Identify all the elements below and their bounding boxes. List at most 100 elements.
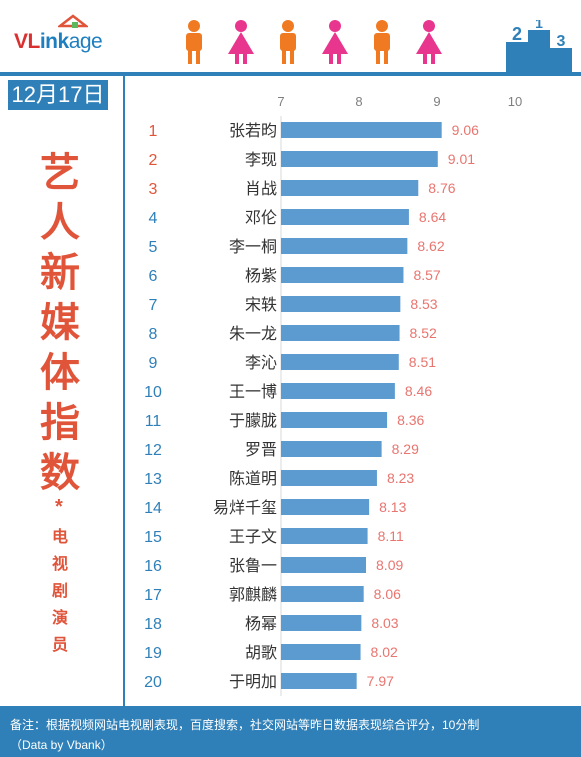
data-label: 8.11 xyxy=(378,528,404,544)
rank-label: 6 xyxy=(149,268,158,285)
category-label: 于明加 xyxy=(229,672,277,691)
x-tick-label: 9 xyxy=(433,94,440,109)
title-char: 体 xyxy=(40,351,80,395)
data-label: 9.06 xyxy=(452,122,479,138)
category-label: 易烊千玺 xyxy=(213,498,277,517)
rank-label: 16 xyxy=(144,558,162,575)
data-label: 8.23 xyxy=(387,470,414,486)
rank-label: 14 xyxy=(144,500,162,517)
person-icon xyxy=(280,20,296,64)
bar xyxy=(281,151,438,167)
rank-label: 15 xyxy=(144,529,162,546)
person-icon xyxy=(228,20,254,64)
main-title: 艺 人 新 媒 体 指 数 xyxy=(30,148,90,498)
bar xyxy=(281,267,404,283)
rank-label: 19 xyxy=(144,645,162,662)
x-tick-label: 7 xyxy=(277,94,284,109)
people-icons xyxy=(186,20,442,64)
data-label: 7.97 xyxy=(367,673,394,689)
category-label: 李沁 xyxy=(245,353,277,372)
data-label: 8.03 xyxy=(371,615,398,631)
bar xyxy=(281,557,367,573)
rank-label: 7 xyxy=(149,297,158,314)
bar xyxy=(281,354,399,370)
category-label: 胡歌 xyxy=(245,643,277,662)
category-label: 张鲁一 xyxy=(229,556,277,575)
podium-icon: 2 1 3 xyxy=(506,20,572,72)
title-char: 指 xyxy=(40,401,80,445)
vlinkage-logo: VLinkage xyxy=(14,30,103,53)
title-char: 艺 xyxy=(40,151,80,195)
category-label: 朱一龙 xyxy=(229,324,277,343)
bar xyxy=(281,209,409,225)
rank-label: 11 xyxy=(145,413,162,430)
subtitle-char: 剧 xyxy=(51,583,68,600)
bar xyxy=(281,528,368,544)
category-label: 张若昀 xyxy=(229,121,277,140)
rank-label: 20 xyxy=(144,674,162,691)
rank-label: 2 xyxy=(149,152,158,169)
rank-label: 3 xyxy=(149,181,158,198)
person-icon xyxy=(416,20,442,64)
title-char: 数 xyxy=(40,451,80,495)
rank-label: 1 xyxy=(149,123,158,140)
house-icon xyxy=(58,14,88,28)
data-label: 8.64 xyxy=(419,209,446,225)
bar xyxy=(281,470,377,486)
data-label: 8.52 xyxy=(410,325,437,341)
bar xyxy=(281,296,401,312)
category-label: 邓伦 xyxy=(245,208,277,227)
date-label: 12月17日 xyxy=(8,80,108,110)
footer: 备注：根据视频网站电视剧表现，百度搜索，社交网站等昨日数据表现综合评分，10分制… xyxy=(0,706,581,757)
header: VLinkage 2 1 3 xyxy=(0,0,581,72)
svg-text:3: 3 xyxy=(557,33,566,50)
category-label: 肖战 xyxy=(245,179,277,198)
sidebar: 12月17日 艺 人 新 媒 体 指 数 * 电 视 剧 演 员 xyxy=(0,76,125,706)
subtitle-char: 员 xyxy=(51,637,68,654)
bar xyxy=(281,499,370,515)
data-label: 9.01 xyxy=(448,151,475,167)
category-label: 杨幂 xyxy=(245,614,277,633)
data-label: 8.76 xyxy=(428,180,455,196)
bar xyxy=(281,122,442,138)
data-label: 8.46 xyxy=(405,383,432,399)
category-label: 王子文 xyxy=(229,527,277,546)
subtitle-char: 视 xyxy=(51,556,68,573)
rank-label: 12 xyxy=(144,442,162,459)
person-icon xyxy=(322,20,348,64)
title-char: 媒 xyxy=(40,301,80,345)
svg-text:1: 1 xyxy=(535,20,543,31)
bar xyxy=(281,615,362,631)
subtitle-char: 电 xyxy=(51,529,68,546)
rank-label: 9 xyxy=(149,355,158,372)
data-label: 8.02 xyxy=(371,644,398,660)
rank-label: 17 xyxy=(144,587,162,604)
bar xyxy=(281,180,419,196)
category-label: 王一博 xyxy=(229,382,277,401)
x-tick-label: 10 xyxy=(508,94,522,109)
data-label: 8.06 xyxy=(374,586,401,602)
data-label: 8.13 xyxy=(379,499,406,515)
bar xyxy=(281,412,388,428)
header-divider xyxy=(0,72,581,76)
bar xyxy=(281,383,395,399)
category-label: 陈道明 xyxy=(229,469,277,488)
bar xyxy=(281,586,364,602)
subtitle-char: 演 xyxy=(51,610,68,627)
person-icon xyxy=(374,20,390,64)
category-label: 李一桐 xyxy=(229,237,277,256)
rank-label: 13 xyxy=(144,471,162,488)
bar xyxy=(281,644,361,660)
title-char: 新 xyxy=(40,251,80,295)
data-label: 8.57 xyxy=(413,267,440,283)
title-char: 人 xyxy=(40,201,80,245)
category-label: 于朦胧 xyxy=(229,411,277,430)
data-label: 8.36 xyxy=(397,412,424,428)
title-star: * xyxy=(55,496,63,518)
sub-title: 电 视 剧 演 员 xyxy=(48,524,72,659)
rank-label: 10 xyxy=(144,384,162,401)
category-label: 罗晋 xyxy=(245,440,277,459)
bar xyxy=(281,673,357,689)
data-label: 8.51 xyxy=(409,354,436,370)
data-label: 8.09 xyxy=(376,557,403,573)
